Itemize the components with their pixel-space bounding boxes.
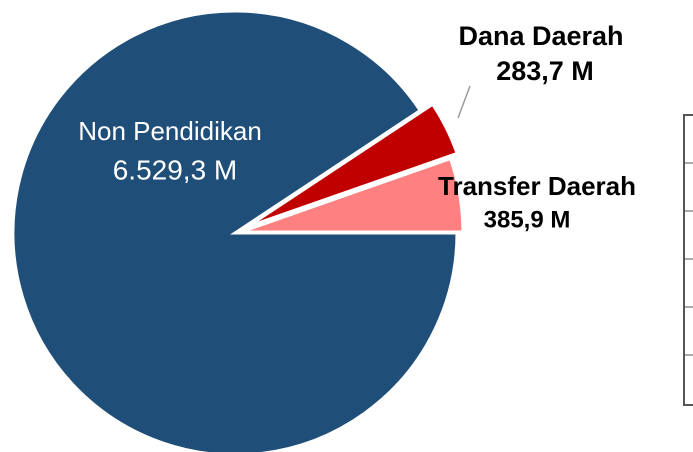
pie: [11, 9, 465, 452]
labels: Non Pendidikan 6.529,3 M Transfer Daerah 38…: [78, 21, 636, 233]
slice-value: 385,9 M: [484, 206, 571, 233]
slice-name: Non Pendidikan: [78, 116, 262, 146]
pie-slice: [240, 156, 465, 234]
slice-value: 6.529,3 M: [113, 154, 238, 185]
leader-line: [457, 85, 471, 119]
slice-name: Dana Daerah: [458, 21, 623, 51]
slice-value: 283,7 M: [496, 56, 594, 86]
pie-slice: [11, 9, 459, 452]
slice-name: Transfer Daerah: [438, 171, 636, 201]
table-fragment: [683, 114, 693, 406]
pie-slice: [246, 102, 459, 229]
